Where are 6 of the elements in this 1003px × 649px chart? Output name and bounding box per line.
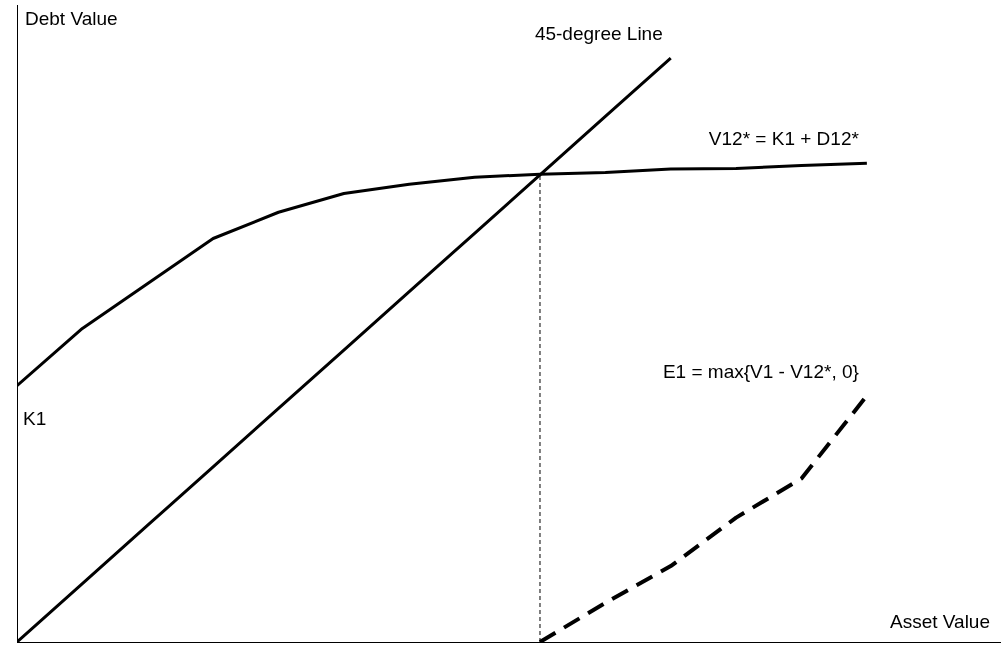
series-label: 45-degree Line [534, 23, 663, 45]
series-label: E1 = max{V1 - V12*, 0} [662, 360, 859, 382]
annotation: K1 [23, 407, 47, 429]
y-axis-title: Debt Value [25, 7, 118, 29]
x-axis-title: Asset Value [890, 610, 990, 632]
series-label: V12* = K1 + D12* [708, 128, 860, 150]
